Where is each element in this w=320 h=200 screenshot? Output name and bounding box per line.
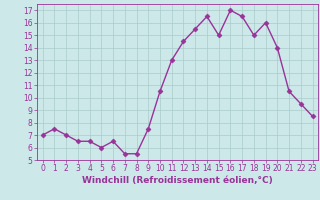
X-axis label: Windchill (Refroidissement éolien,°C): Windchill (Refroidissement éolien,°C) — [82, 176, 273, 185]
